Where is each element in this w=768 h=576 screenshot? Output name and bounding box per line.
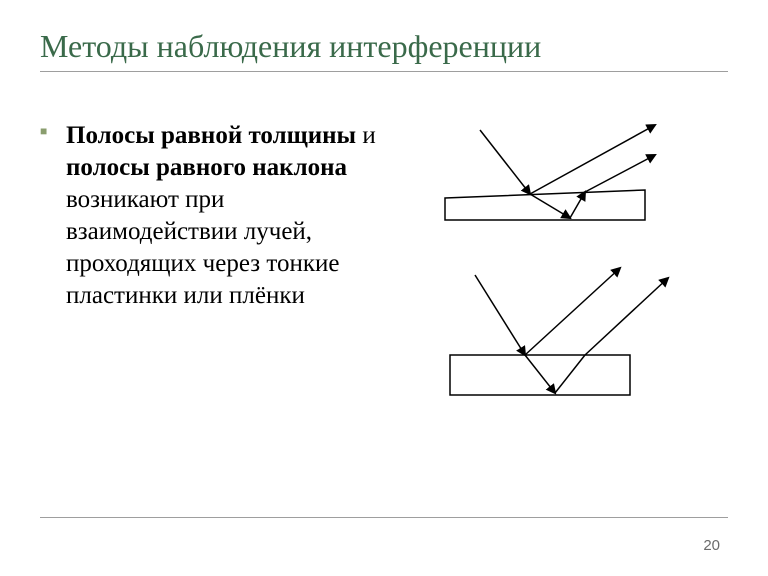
slide: Методы наблюдения интерференции Полосы р…	[0, 0, 768, 576]
text-tail: возникают при взаимодействии лучей, прох…	[66, 186, 339, 309]
emphasis-phrase-2: полосы равного наклона	[66, 154, 347, 181]
list-item: Полосы равной толщины и полосы равного н…	[40, 120, 400, 312]
title-rule	[40, 71, 728, 72]
emphasis-phrase-1: Полосы равной толщины	[66, 122, 356, 149]
page-title: Методы наблюдения интерференции	[40, 28, 728, 65]
body-text-column: Полосы равной толщины и полосы равного н…	[40, 120, 410, 312]
diagram-wedge	[420, 120, 680, 240]
text-mid: и	[356, 122, 376, 149]
bullet-list: Полосы равной толщины и полосы равного н…	[40, 120, 400, 312]
body-row: Полосы равной толщины и полосы равного н…	[40, 120, 728, 410]
bottom-rule	[40, 517, 728, 518]
figures-column	[410, 120, 728, 410]
diagram-parallel	[420, 260, 680, 410]
page-number: 20	[703, 537, 720, 554]
